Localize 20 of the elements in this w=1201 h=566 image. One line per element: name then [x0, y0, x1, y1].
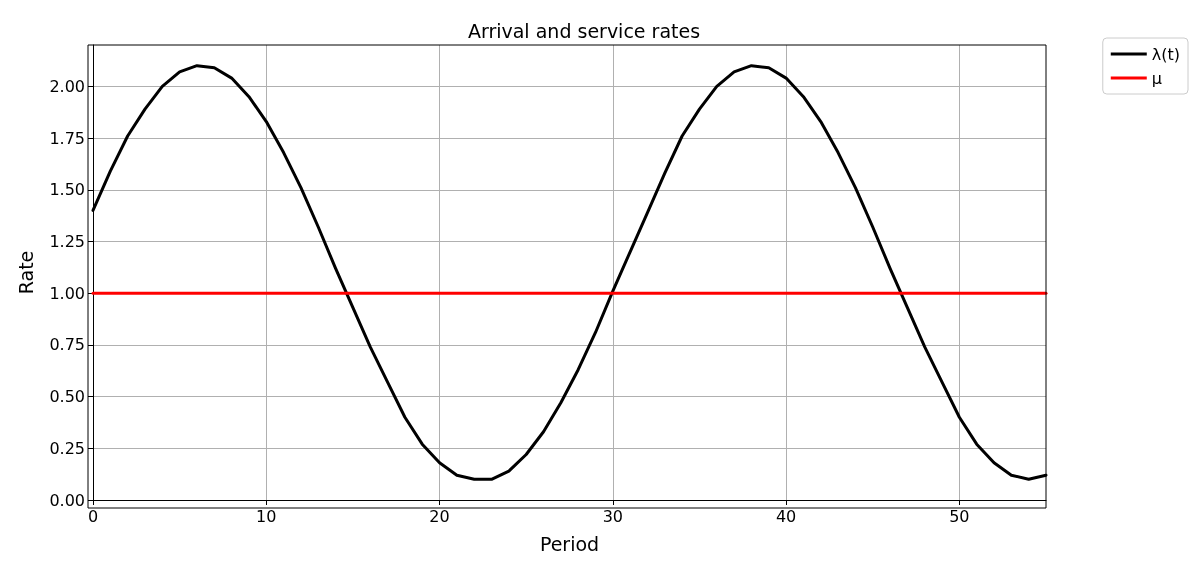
legend-label: λ(t)	[1151, 44, 1181, 64]
x-axis-title: Period	[539, 532, 600, 555]
y-tick-label: 1.25	[49, 231, 85, 251]
x-tick-label: 50	[949, 506, 970, 526]
y-tick-label: 1.00	[49, 283, 85, 303]
x-tick-label: 0	[87, 506, 99, 526]
y-tick-label: 0.00	[49, 490, 85, 510]
y-tick-label: 0.75	[49, 335, 85, 355]
x-tick-label: 40	[775, 506, 797, 526]
y-tick-label: 1.50	[49, 180, 85, 200]
x-tick-label: 10	[256, 506, 277, 526]
chart-title: Arrival and service rates	[467, 19, 701, 42]
y-tick-label: 2.00	[49, 76, 85, 96]
y-tick-label: 0.50	[49, 387, 85, 407]
x-tick-label: 20	[429, 506, 450, 526]
y-axis-title: Rate	[14, 250, 37, 295]
y-tick-label: 0.25	[49, 438, 85, 458]
legend-label: μ	[1151, 68, 1162, 88]
y-tick-label: 1.75	[49, 128, 85, 148]
x-tick-label: 30	[602, 506, 623, 526]
